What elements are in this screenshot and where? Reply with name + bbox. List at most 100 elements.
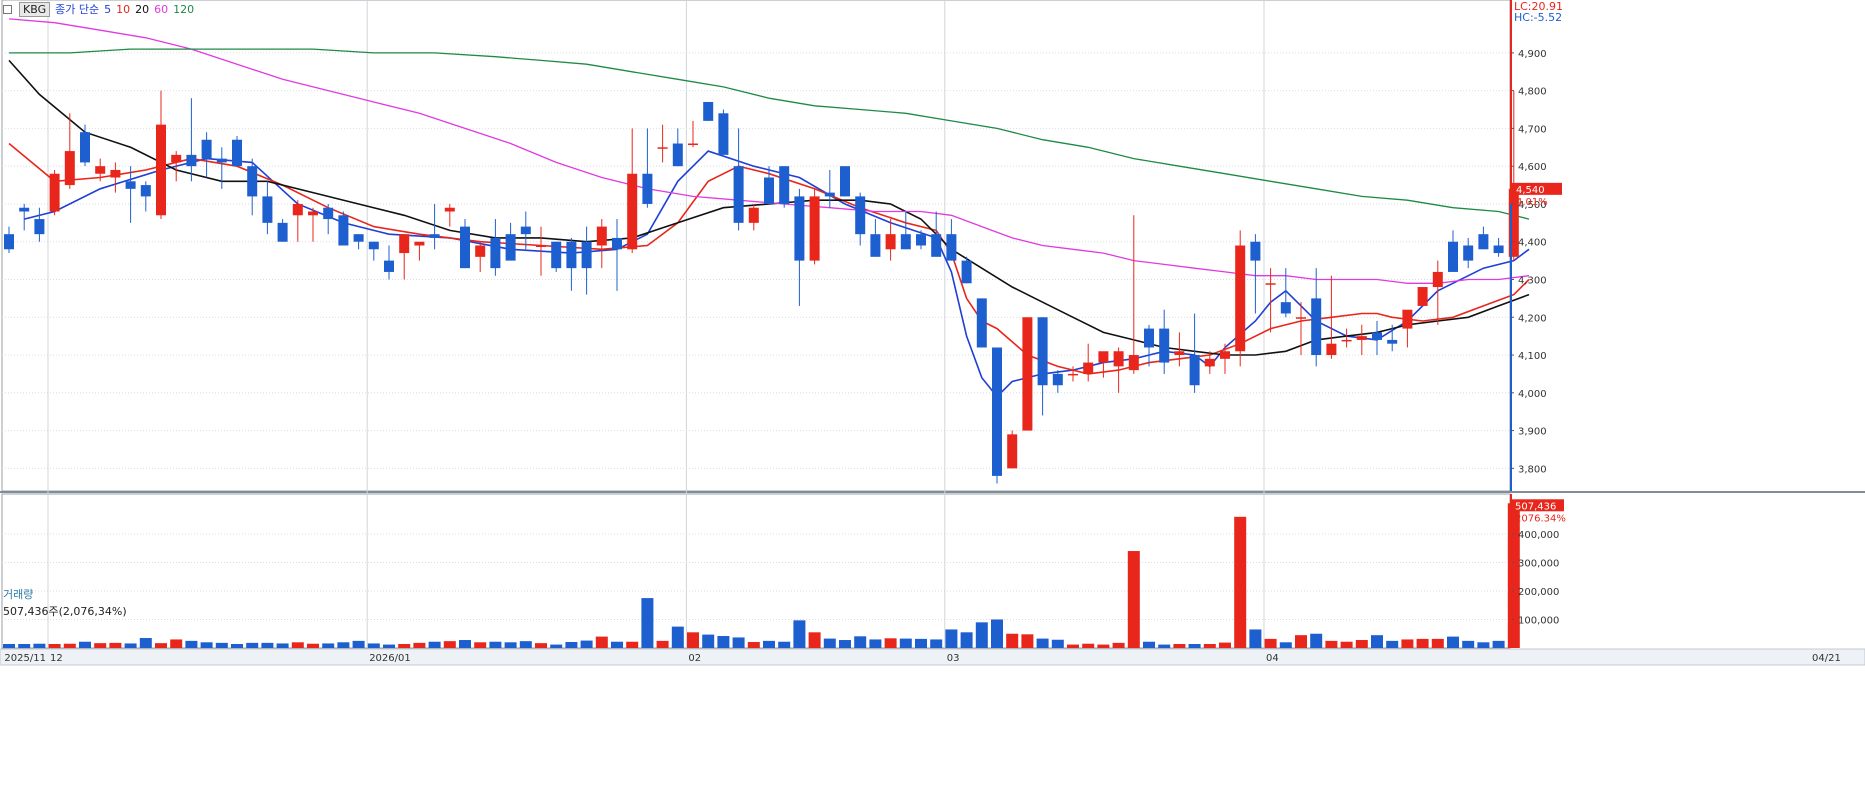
candle-body — [961, 260, 972, 284]
volume-bar — [276, 643, 289, 648]
volume-bar — [1006, 633, 1019, 648]
volume-bar — [884, 638, 897, 648]
volume-bar — [504, 642, 517, 648]
volume-bar — [63, 643, 76, 648]
candle-body — [612, 237, 622, 250]
volume-bar — [808, 632, 821, 648]
volume-bar — [367, 643, 380, 648]
volume-bar — [854, 636, 867, 648]
last-price-label: 4,540 — [1516, 185, 1545, 196]
candle-body — [976, 298, 987, 348]
candle-body — [1128, 355, 1139, 371]
axes: 3,800 3,900 4,000 4,100 4,200 4,300 4,400 4,500… — [4, 0, 1841, 664]
candle-body — [642, 173, 653, 204]
volume-bar — [732, 637, 745, 648]
volume-bar — [535, 643, 547, 648]
price-tick-label: 4,300 — [1518, 275, 1547, 286]
candle-body — [688, 143, 698, 146]
volume-bar — [930, 639, 943, 648]
last-price-box — [1512, 182, 1562, 195]
volume-bar — [291, 642, 304, 648]
volume-bar — [915, 638, 927, 648]
candle-body — [156, 124, 166, 216]
symbol-label[interactable]: KBG — [19, 1, 51, 17]
volume-bar — [1203, 644, 1216, 648]
candle-body — [1296, 317, 1306, 319]
candle-body — [1265, 283, 1276, 285]
volume-bar — [1416, 638, 1429, 648]
volume-bar — [200, 642, 213, 648]
volume-bar — [1264, 638, 1277, 648]
volume-bar — [1143, 641, 1155, 648]
candle-body — [1083, 362, 1094, 374]
candle-body — [1144, 328, 1154, 348]
change-pct-label: 4.01% — [1516, 197, 1548, 208]
volume-bar — [1477, 642, 1490, 648]
candle-body — [1402, 309, 1413, 329]
candle-body — [536, 245, 546, 247]
volume-bar — [991, 619, 1003, 648]
volume-bar — [1234, 516, 1247, 648]
candle-body — [1372, 332, 1382, 340]
volume-bar — [1082, 643, 1095, 648]
candle-body — [1189, 355, 1200, 386]
candle-body — [794, 196, 805, 261]
volume-bar — [307, 643, 319, 648]
volume-bar — [550, 644, 563, 648]
candle-body — [216, 158, 227, 163]
volume-bar — [1173, 644, 1186, 648]
candle-body — [824, 192, 835, 197]
ma-period-120: 120 — [173, 2, 195, 16]
x-tick-label: 04 — [1266, 653, 1279, 664]
candle-body — [338, 215, 349, 246]
volume-bar — [611, 641, 623, 648]
volume-bar — [413, 642, 426, 648]
candle-body — [399, 234, 410, 254]
price-tick-label: 4,700 — [1518, 124, 1547, 135]
candle-body — [627, 173, 638, 250]
volume-bar — [1249, 629, 1262, 648]
candle-body — [4, 234, 14, 250]
candle-body — [1007, 434, 1018, 469]
ma-line-5 — [24, 150, 1530, 398]
volume-bar — [337, 642, 350, 648]
candle-body — [414, 241, 425, 246]
ma-period-20: 20 — [135, 2, 150, 16]
volume-bar — [1279, 642, 1292, 648]
volume-tick-label: 400,000 — [1518, 530, 1559, 541]
candle-body — [581, 241, 592, 269]
volume-bar — [124, 643, 137, 648]
candle-body — [475, 245, 486, 257]
panel-toggle-icon[interactable] — [3, 4, 12, 14]
ma-period-10: 10 — [116, 2, 131, 16]
candle-body — [368, 241, 379, 250]
volume-bar — [641, 598, 654, 648]
time-axis-bar — [0, 648, 1865, 666]
price-tick-label: 3,800 — [1518, 464, 1547, 475]
candle-body — [733, 166, 744, 223]
candle-body — [1204, 358, 1215, 367]
volume-bar — [383, 644, 395, 648]
candle-body — [110, 169, 121, 178]
candle-body — [1508, 188, 1519, 257]
candle-body — [764, 177, 774, 204]
volume-bar — [1310, 633, 1323, 648]
price-tick-label: 3,900 — [1518, 427, 1547, 438]
volume-bar — [79, 641, 91, 648]
volume-bar — [459, 640, 471, 648]
candle-body — [916, 234, 926, 246]
volume-bar — [155, 643, 167, 648]
volume-bar — [793, 620, 806, 648]
last-volume-box — [1512, 499, 1564, 512]
price-tick-label: 4,900 — [1518, 49, 1547, 60]
candle-body — [1113, 351, 1124, 367]
candle-body — [1235, 245, 1246, 352]
volume-bar — [352, 640, 365, 648]
candle-body — [1356, 336, 1367, 340]
volume-bar — [1158, 644, 1171, 648]
candle-body — [95, 166, 106, 174]
price-legend: KBG 종가 단순 5 10 20 60 120 — [3, 1, 194, 17]
volume-bar — [261, 642, 274, 648]
price-tick-label: 4,200 — [1518, 313, 1547, 324]
